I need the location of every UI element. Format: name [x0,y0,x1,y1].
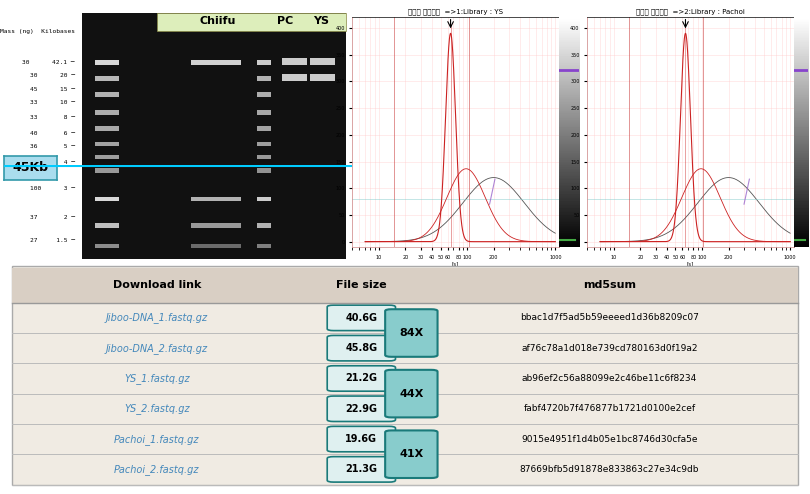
FancyBboxPatch shape [327,335,395,361]
Text: 9015e4951f1d4b05e1bc8746d30cfa5e: 9015e4951f1d4b05e1bc8746d30cfa5e [521,435,697,444]
Bar [282,74,306,81]
Text: Pachoi_1.fastq.gz: Pachoi_1.fastq.gz [114,434,200,445]
Text: ab96ef2c56a88099e2c46be11c6f8234: ab96ef2c56a88099e2c46be11c6f8234 [522,374,697,383]
Bar [190,197,241,202]
FancyBboxPatch shape [386,370,437,417]
Bar [257,110,271,115]
Text: Pachoi_2.fastq.gz: Pachoi_2.fastq.gz [114,464,200,475]
Text: 26       4 ─: 26 4 ─ [30,160,75,165]
Bar [257,168,271,172]
Title: 이미지 확대하기  =>1:Library : YS: 이미지 확대하기 =>1:Library : YS [408,8,503,15]
Text: 22.9G: 22.9G [345,404,377,414]
Text: PC: PC [277,16,293,26]
Bar [257,155,271,160]
Bar [96,142,118,146]
Bar [257,126,271,130]
Text: Jiboo-DNA_2.fastq.gz: Jiboo-DNA_2.fastq.gz [106,343,208,354]
Text: 36       5 ─: 36 5 ─ [30,144,75,149]
Bar [96,126,118,130]
Bar [96,92,118,97]
Bar [310,74,335,81]
Text: YS_1.fastq.gz: YS_1.fastq.gz [124,373,190,384]
Text: 40.6G: 40.6G [345,313,377,323]
Bar [96,60,118,65]
Text: fabf4720b7f476877b1721d0100e2cef: fabf4720b7f476877b1721d0100e2cef [523,404,696,413]
Text: 30      42.1 ─: 30 42.1 ─ [23,60,75,65]
Bar [96,197,118,202]
Bar [190,244,241,248]
X-axis label: [s]: [s] [687,261,694,266]
FancyBboxPatch shape [327,366,395,391]
Bar [257,244,271,248]
Bar [190,60,241,65]
Bar [310,58,335,65]
Text: 45      15 ─: 45 15 ─ [30,86,75,91]
Text: 33      10 ─: 33 10 ─ [30,100,75,105]
Bar [257,92,271,97]
X-axis label: [s]: [s] [452,261,459,266]
Bar [157,13,346,32]
Bar [257,76,271,81]
Bar [96,76,118,81]
Text: 27     1.5 ─: 27 1.5 ─ [30,239,75,244]
Bar [257,60,271,65]
Bar [82,13,346,259]
Bar [96,244,118,248]
Bar [96,155,118,160]
Text: 40       6 ─: 40 6 ─ [30,131,75,136]
FancyBboxPatch shape [327,305,395,330]
Bar [257,197,271,202]
Bar [190,223,241,228]
Text: af76c78a1d018e739cd780163d0f19a2: af76c78a1d018e739cd780163d0f19a2 [521,344,697,353]
Text: 37       2 ─: 37 2 ─ [30,215,75,220]
FancyBboxPatch shape [327,426,395,452]
Text: File size: File size [336,280,386,290]
Text: 41X: 41X [399,449,424,459]
Text: 100      3 ─: 100 3 ─ [30,186,75,191]
Text: bbac1d7f5ad5b59eeeed1d36b8209c07: bbac1d7f5ad5b59eeeed1d36b8209c07 [520,313,699,323]
Text: 84X: 84X [399,328,424,338]
Text: 19.6G: 19.6G [345,434,377,444]
FancyBboxPatch shape [327,396,395,421]
Text: Chiifu: Chiifu [199,16,236,26]
Bar [96,168,118,172]
Text: 87669bfb5d91878e833863c27e34c9db: 87669bfb5d91878e833863c27e34c9db [520,465,699,474]
Bar [96,223,118,228]
Bar [257,142,271,146]
Text: 21.3G: 21.3G [345,464,377,474]
Text: 45Kb: 45Kb [12,162,49,174]
Text: Jiboo-DNA_1.fastq.gz: Jiboo-DNA_1.fastq.gz [106,312,208,324]
Text: md5sum: md5sum [583,280,636,290]
Text: 44X: 44X [399,389,424,399]
Text: 21.2G: 21.2G [345,373,377,383]
Text: Mass (ng)  Kilobases: Mass (ng) Kilobases [0,29,75,34]
Bar [257,223,271,228]
Text: YS: YS [313,16,329,26]
Text: Download link: Download link [113,280,201,290]
Text: YS_2.fastq.gz: YS_2.fastq.gz [124,403,190,414]
Title: 이미지 확대하기  =>2:Library : Pachoi: 이미지 확대하기 =>2:Library : Pachoi [636,8,745,15]
Text: 33       8 ─: 33 8 ─ [30,115,75,121]
Bar [282,58,306,65]
Bar [96,110,118,115]
FancyBboxPatch shape [386,309,437,357]
FancyBboxPatch shape [386,430,437,478]
Text: 30      20 ─: 30 20 ─ [30,74,75,79]
Text: 45.8G: 45.8G [345,343,377,353]
Bar [12,268,798,303]
FancyBboxPatch shape [327,456,395,482]
